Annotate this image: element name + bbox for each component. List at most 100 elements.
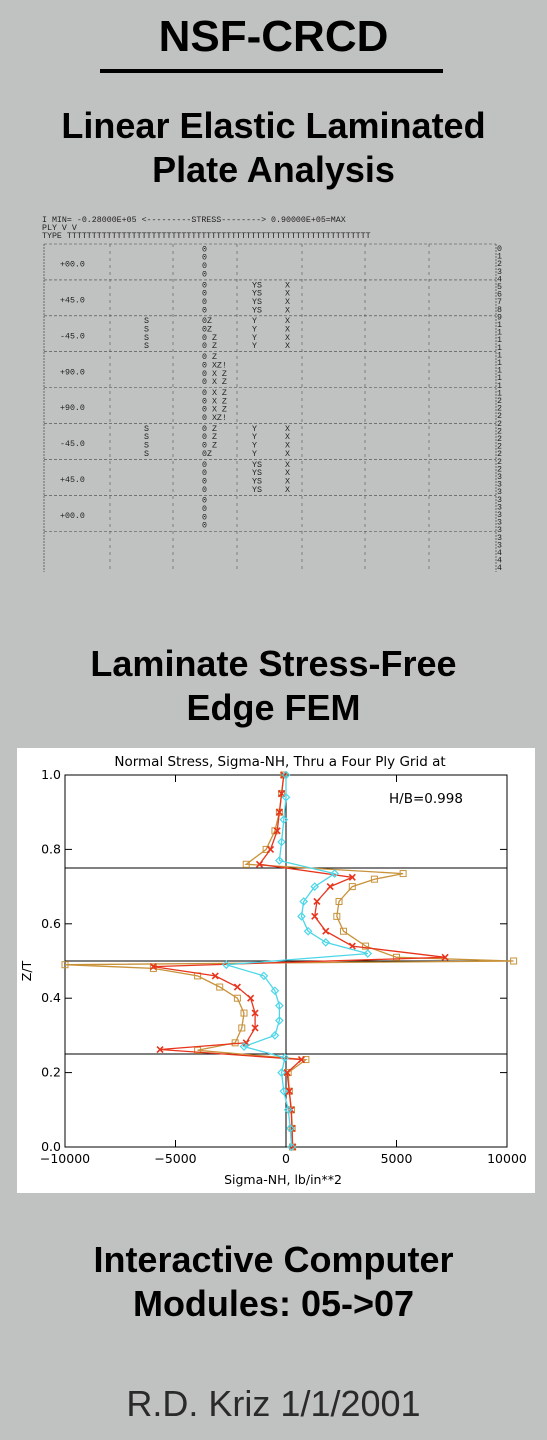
printout-row-number: 1	[497, 344, 502, 353]
printout-row-number: 3	[497, 473, 502, 482]
section-title-text: Laminate Stress-Free Edge FEM	[90, 643, 457, 728]
printout-cell: 0 XZ!	[202, 414, 227, 423]
printout-cell: Y	[252, 442, 257, 451]
printout-row-number: 0	[497, 245, 502, 254]
chart-annotation: H/B=0.998	[389, 791, 463, 807]
data-point	[339, 927, 347, 935]
ply-angle-label: -45.0	[60, 440, 85, 449]
printout-cell: 0	[202, 486, 207, 495]
printout-row-number: 3	[497, 488, 502, 497]
printout-row-number: 3	[497, 481, 502, 490]
data-point	[149, 963, 157, 971]
printout-cell: YS	[252, 290, 262, 299]
printout-row-number: 2	[497, 458, 502, 467]
printout-cell: X	[285, 334, 290, 343]
x-tick-label: 0	[282, 1151, 290, 1166]
printout-row-number: 2	[497, 405, 502, 414]
section-title-text: Interactive Computer Modules: 05->07	[93, 1239, 454, 1324]
printout-cell: 0	[202, 281, 207, 290]
chart-title: Normal Stress, Sigma-NH, Thru a Four Ply…	[114, 754, 445, 770]
section-title-plate-analysis: Linear Elastic Laminated Plate Analysis	[0, 104, 547, 192]
printout-cell: 0 X Z	[202, 389, 227, 398]
printout-row-number: 1	[497, 351, 502, 360]
printout-cell: 0	[202, 477, 207, 486]
data-point	[348, 873, 356, 881]
data-point	[297, 1056, 306, 1064]
data-point	[251, 1009, 259, 1017]
data-point	[311, 912, 319, 920]
data-point	[313, 897, 321, 906]
printout-row-number: 2	[497, 443, 502, 452]
data-point	[247, 994, 255, 1002]
printout-row-number: 2	[497, 397, 502, 406]
data-point	[242, 860, 250, 868]
title-underline	[100, 69, 443, 73]
printout-cell: S	[144, 326, 149, 335]
printout-cell: S	[144, 433, 149, 442]
printout-row-number: 3	[497, 503, 502, 512]
data-point	[240, 1009, 248, 1017]
data-point	[283, 1069, 291, 1077]
y-axis-label: Z/T	[19, 960, 34, 981]
data-point	[335, 897, 343, 905]
printout-cell: X	[285, 450, 290, 459]
printout-cell: 0 X Z	[202, 406, 227, 415]
printout-cell: YS	[252, 461, 262, 470]
data-point	[251, 1024, 259, 1032]
data-point	[370, 875, 378, 883]
data-point	[61, 961, 69, 969]
printout-row-number: 8	[497, 306, 502, 315]
data-point	[277, 837, 286, 847]
printout-header-line: I MIN= -0.28000E+05 <---------STRESS----…	[42, 216, 346, 225]
printout-cell: S	[144, 450, 149, 459]
ply-angle-label: +45.0	[60, 296, 85, 305]
printout-cell: 0	[202, 513, 207, 522]
printout-cell: 0Z	[202, 317, 212, 326]
printout-cell: YS	[252, 477, 262, 486]
data-point	[239, 1042, 249, 1051]
y-tick-label: 0.0	[41, 1139, 61, 1154]
x-axis-label: Sigma-NH, lb/in**2	[224, 1172, 342, 1187]
printout-header-line: PLY V V	[42, 224, 77, 233]
printout-cell: 0	[202, 522, 207, 531]
printout-cell: 0 Z	[202, 433, 217, 442]
printout-cell: YS	[252, 469, 262, 478]
ply-angle-label: +00.0	[60, 261, 85, 270]
x-tick-label: −5000	[154, 1151, 196, 1166]
data-point	[275, 808, 283, 816]
printout-cell: 0	[202, 245, 207, 254]
data-point	[321, 938, 331, 947]
data-point	[275, 1016, 284, 1025]
printout-row-number: 1	[497, 389, 502, 398]
data-point	[233, 983, 241, 991]
printout-cell: 0	[202, 469, 207, 478]
y-tick-label: 0.2	[41, 1065, 61, 1080]
y-tick-label: 0.4	[41, 990, 61, 1005]
data-point	[216, 983, 224, 991]
printout-cell: 0Z	[202, 326, 212, 335]
printout-cell: X	[285, 290, 290, 299]
printout-cell: X	[285, 281, 290, 290]
printout-cell: YS	[252, 298, 262, 307]
data-point	[156, 1045, 164, 1054]
data-point	[262, 845, 270, 853]
data-point	[286, 1124, 295, 1133]
data-point	[277, 1068, 286, 1077]
printout-cell: X	[285, 326, 290, 335]
printout-cell: YS	[252, 306, 262, 315]
data-point	[441, 953, 449, 961]
printout-row-number: 3	[497, 496, 502, 505]
chart-plot-area: −10000 −5000 0 5000 10000 0.0 0.2 0.4 0.6 0.8 1.0	[40, 767, 527, 1166]
printout-cell: S	[144, 442, 149, 451]
printout-cell: S	[144, 317, 149, 326]
printout-cell: X	[285, 477, 290, 486]
section-title-modules: Interactive Computer Modules: 05->07	[0, 1238, 547, 1326]
printout-cell: X	[285, 461, 290, 470]
printout-row-number: 3	[497, 526, 502, 535]
data-point	[238, 1024, 246, 1032]
printout-row-number: 5	[497, 283, 502, 292]
printout-cell: Y	[252, 342, 257, 351]
printout-row-number: 1	[497, 321, 502, 330]
printout-cell: X	[285, 317, 290, 326]
printout-row-number: 6	[497, 291, 502, 300]
